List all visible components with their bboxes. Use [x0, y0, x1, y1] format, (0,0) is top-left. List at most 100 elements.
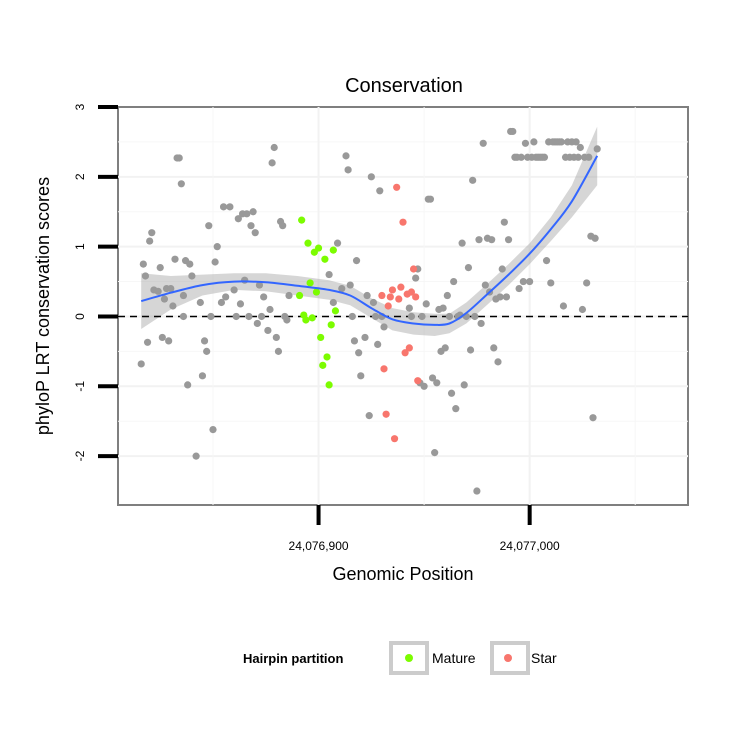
data-point-other — [274, 347, 283, 355]
data-point-mature — [304, 239, 312, 247]
legend-dot-star — [504, 654, 512, 662]
data-point-other — [428, 374, 437, 382]
data-point-other — [367, 173, 375, 181]
data-point-star — [388, 286, 397, 294]
plot-panel — [117, 106, 689, 506]
data-point-other — [207, 312, 215, 321]
legend-label-star: Star — [531, 650, 557, 666]
data-point-other — [559, 302, 568, 310]
data-point-other — [177, 180, 185, 188]
data-point-mature — [323, 353, 331, 361]
data-point-other — [226, 203, 234, 211]
data-point-other — [268, 159, 276, 167]
data-point-other — [169, 302, 177, 310]
data-point-other — [146, 237, 154, 245]
data-point-other — [355, 349, 363, 357]
data-point-other — [211, 258, 219, 266]
data-point-other — [154, 287, 162, 295]
data-point-other — [471, 312, 479, 321]
legend-dot-mature — [405, 654, 413, 662]
data-point-other — [257, 312, 266, 321]
data-point-other — [585, 153, 593, 161]
data-point-other — [245, 312, 253, 321]
data-point-other — [236, 300, 245, 308]
data-point-other — [517, 153, 525, 161]
data-point-other — [445, 312, 454, 321]
data-point-other — [452, 405, 460, 413]
data-point-other — [500, 218, 508, 226]
data-point-other — [213, 243, 221, 251]
data-point-other — [217, 298, 226, 307]
data-point-other — [576, 143, 584, 152]
data-point-mature — [302, 316, 310, 324]
data-point-mature — [295, 291, 304, 300]
data-point-other — [475, 236, 483, 244]
data-point-other — [439, 304, 447, 312]
data-point-star — [412, 293, 420, 301]
data-point-other — [348, 312, 356, 321]
y-tick-label: -2 — [73, 450, 87, 461]
data-point-other — [426, 195, 435, 203]
data-point-other — [342, 152, 350, 160]
data-point-other — [205, 222, 213, 230]
data-point-other — [156, 263, 164, 272]
data-point-other — [504, 236, 513, 244]
data-point-other — [184, 381, 192, 389]
data-point-other — [458, 239, 466, 247]
data-point-other — [572, 138, 580, 146]
data-point-other — [460, 381, 468, 389]
data-point-other — [160, 295, 169, 303]
data-point-star — [384, 302, 392, 310]
smooth-line — [140, 155, 599, 326]
data-point-other — [357, 372, 365, 380]
data-point-other — [530, 138, 538, 146]
data-point-mature — [329, 246, 337, 254]
data-point-other — [494, 358, 502, 366]
data-point-other — [196, 298, 204, 307]
data-point-star — [414, 377, 422, 385]
data-point-mature — [298, 216, 306, 224]
data-point-other — [171, 255, 179, 263]
data-point-other — [542, 257, 551, 265]
data-point-other — [407, 312, 416, 321]
data-point-other — [490, 344, 498, 352]
y-tick-label: 1 — [73, 243, 87, 250]
data-point-star — [393, 183, 401, 191]
data-point-other — [198, 372, 207, 380]
data-point-other — [260, 293, 268, 301]
data-point-mature — [331, 307, 340, 315]
legend-title: Hairpin partition — [243, 651, 343, 666]
data-point-other — [264, 326, 272, 335]
data-point-other — [179, 312, 188, 321]
data-point-other — [232, 312, 240, 321]
data-point-other — [547, 279, 555, 287]
data-point-other — [266, 305, 274, 314]
data-point-other — [230, 286, 238, 294]
data-point-other — [464, 263, 473, 272]
data-point-other — [272, 333, 280, 342]
data-point-other — [591, 234, 599, 242]
data-point-other — [167, 284, 175, 293]
data-point-other — [479, 139, 487, 147]
data-point-star — [386, 293, 394, 301]
data-point-mature — [314, 244, 323, 252]
data-point-star — [382, 410, 390, 418]
data-point-other — [209, 425, 217, 434]
data-point-other — [247, 222, 255, 230]
data-point-other — [165, 337, 173, 345]
y-tick-label: 0 — [73, 313, 87, 320]
data-point-star — [407, 288, 416, 296]
data-point-mature — [317, 333, 325, 342]
data-point-other — [521, 139, 530, 147]
data-point-other — [519, 277, 527, 286]
data-point-star — [378, 291, 386, 300]
data-point-star — [401, 349, 409, 357]
data-point-other — [412, 274, 420, 282]
data-point-other — [219, 203, 228, 211]
data-point-other — [179, 291, 188, 300]
data-point-mature — [308, 314, 316, 322]
data-point-other — [158, 333, 166, 342]
data-point-other — [450, 277, 458, 286]
data-point-other — [376, 187, 384, 195]
